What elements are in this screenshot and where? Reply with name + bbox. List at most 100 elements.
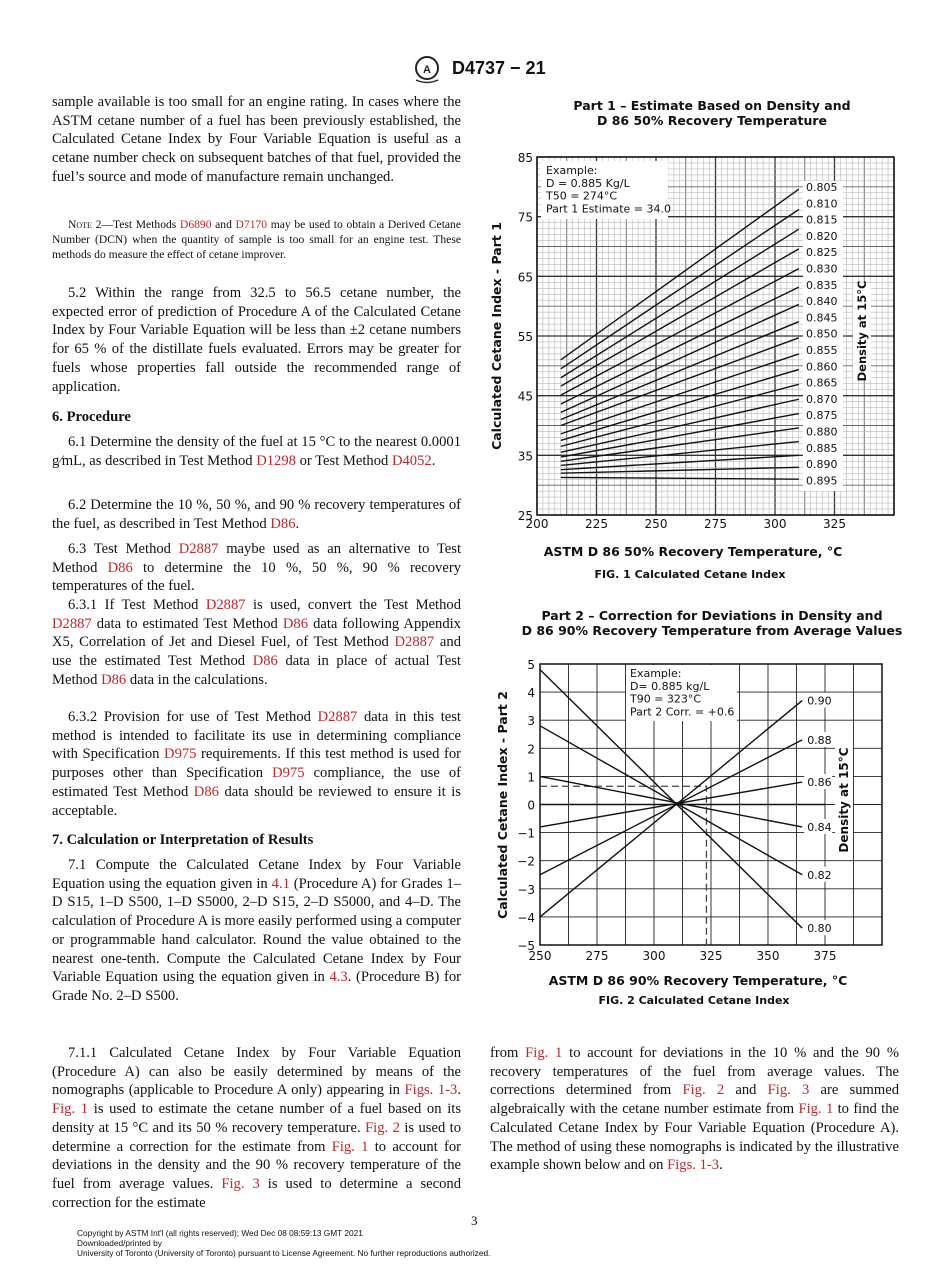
example-text: T90 = 323°C bbox=[629, 693, 701, 706]
text-run: and use the estimated Test Method bbox=[52, 634, 461, 670]
body-paragraph: 6.3 Test Method D2887 maybe used as an a… bbox=[52, 540, 461, 596]
text-run: . bbox=[719, 1157, 723, 1174]
reference-link[interactable]: D2887 bbox=[205, 597, 246, 613]
x-tick-label: 275 bbox=[704, 517, 727, 531]
x-axis-label: ASTM D 86 90% Recovery Temperature, °C bbox=[549, 973, 848, 988]
x-tick-label: 300 bbox=[764, 517, 787, 531]
series-label-bg bbox=[804, 731, 833, 747]
y-tick-label: −4 bbox=[517, 911, 535, 925]
text-run: . bbox=[431, 452, 436, 469]
y-tick-label: 1 bbox=[527, 770, 535, 784]
text-run: is used to estimate the cetane number of… bbox=[52, 1101, 461, 1136]
series-label-bg bbox=[804, 692, 833, 708]
reference-link[interactable]: D1298 bbox=[256, 452, 296, 469]
y-tick-label: 3 bbox=[527, 714, 535, 728]
body-paragraph: 6.3.1 If Test Method D2887 is used, conv… bbox=[52, 596, 461, 690]
series-label-bg bbox=[804, 866, 833, 882]
reference-link[interactable]: D2887 bbox=[178, 541, 219, 557]
legend-title: Density at 15°C bbox=[837, 747, 851, 852]
example-box bbox=[626, 665, 737, 721]
text-run: data following Appendix X5, Correlation … bbox=[52, 615, 461, 651]
reference-link[interactable]: D975 bbox=[164, 746, 197, 763]
series-label: 0.855 bbox=[806, 344, 838, 357]
text-run: requirements. If this test method is use… bbox=[52, 746, 461, 782]
density-line-0.830 bbox=[560, 286, 800, 405]
example-dashed-path bbox=[540, 785, 708, 945]
chart-title: Part 2 – Correction for Deviations in De… bbox=[541, 608, 882, 623]
body-paragraph: 7.1 Compute the Calculated Cetane Index … bbox=[52, 856, 461, 1006]
reference-link[interactable]: Fig. 1 bbox=[798, 1101, 834, 1118]
svg-text:A: A bbox=[423, 64, 431, 76]
example-text: Part 1 Estimate = 34.0 bbox=[546, 202, 671, 215]
body-paragraph: 7.1.1 Calculated Cetane Index by Four Va… bbox=[52, 1044, 461, 1212]
example-text: Example: bbox=[546, 164, 597, 177]
x-tick-label: 250 bbox=[529, 949, 552, 963]
text-run: to account for deviations in the 10 % an… bbox=[490, 1045, 900, 1099]
series-label: 0.845 bbox=[806, 311, 838, 324]
reference-link[interactable]: Figs. 1-3 bbox=[667, 1157, 720, 1174]
y-tick-label: 2 bbox=[527, 742, 535, 756]
density-line-0.895 bbox=[560, 476, 799, 480]
density-line-0.815 bbox=[560, 228, 800, 379]
reference-link[interactable]: Fig. 3 bbox=[767, 1082, 810, 1099]
page-number: 3 bbox=[471, 1213, 478, 1228]
reference-link[interactable]: D86 bbox=[193, 783, 219, 800]
reference-link[interactable]: Figs. 1-3 bbox=[404, 1082, 458, 1099]
reference-link[interactable]: D2887 bbox=[317, 709, 358, 725]
density-line-0.845 bbox=[560, 337, 800, 427]
reference-link[interactable]: D86 bbox=[270, 515, 296, 532]
series-label: 0.835 bbox=[806, 279, 838, 292]
series-label: 0.880 bbox=[806, 426, 838, 439]
text-run: 7.1.1 Calculated Cetane Index by Four Va… bbox=[52, 1045, 461, 1099]
legend-title: Density at 15°C bbox=[855, 281, 869, 382]
series-label: 0.825 bbox=[806, 246, 838, 259]
text-run: or Test Method bbox=[295, 452, 392, 469]
text-run: 6. Procedure bbox=[52, 409, 131, 425]
reference-link[interactable]: D86 bbox=[252, 653, 278, 670]
text-run: data in this test method is intended to … bbox=[52, 709, 461, 763]
reference-link[interactable]: D975 bbox=[272, 765, 305, 782]
text-run: . bbox=[295, 515, 300, 532]
reference-link[interactable]: D2887 bbox=[52, 615, 92, 632]
series-label: 0.850 bbox=[806, 328, 838, 341]
series-label: 0.810 bbox=[806, 197, 838, 210]
reference-link[interactable]: Fig. 1 bbox=[52, 1101, 89, 1118]
reference-link[interactable]: 4.1 bbox=[271, 875, 290, 892]
x-tick-label: 325 bbox=[700, 949, 723, 963]
figure-caption: FIG. 1 Calculated Cetane Index bbox=[594, 568, 785, 581]
x-tick-label: 325 bbox=[823, 517, 846, 531]
text-run: 5.2 Within the range from 32.5 to 56.5 c… bbox=[52, 285, 461, 395]
y-tick-label: 85 bbox=[518, 151, 533, 165]
reference-link[interactable]: D86 bbox=[101, 671, 127, 688]
text-run: 6.3 Test Method bbox=[68, 541, 179, 557]
y-tick-label: 55 bbox=[518, 330, 533, 344]
reference-link[interactable]: D86 bbox=[107, 559, 133, 576]
density-line-0.865 bbox=[560, 398, 799, 454]
density-line-0.885 bbox=[560, 454, 799, 471]
reference-link[interactable]: D4052 bbox=[391, 452, 432, 469]
series-label: 0.895 bbox=[806, 474, 838, 487]
reference-link[interactable]: D6890 bbox=[179, 218, 212, 231]
reference-link[interactable]: Fig. 3 bbox=[221, 1175, 260, 1192]
reference-link[interactable]: D7170 bbox=[235, 218, 268, 231]
series-label: 0.890 bbox=[806, 458, 838, 471]
series-label: 0.860 bbox=[806, 360, 838, 373]
legend-title-box bbox=[853, 283, 871, 379]
example-text: T50 = 274°C bbox=[545, 190, 617, 203]
reference-link[interactable]: D86 bbox=[282, 615, 309, 632]
density-line-0.875 bbox=[560, 427, 799, 462]
reference-link[interactable]: Fig. 2 bbox=[682, 1082, 725, 1099]
reference-link[interactable]: Fig. 1 bbox=[331, 1138, 369, 1155]
example-text: D = 0.885 Kg/L bbox=[546, 177, 631, 190]
density-line-0.805 bbox=[560, 188, 800, 361]
footer-license: University of Toronto (University of Tor… bbox=[77, 1248, 491, 1258]
reference-link[interactable]: Fig. 2 bbox=[365, 1119, 400, 1136]
reference-link[interactable]: D2887 bbox=[394, 634, 435, 651]
series-label: 0.865 bbox=[806, 377, 838, 390]
reference-link[interactable]: 4.3 bbox=[329, 969, 348, 986]
reference-link[interactable]: Fig. 1 bbox=[525, 1045, 563, 1061]
y-tick-label: 0 bbox=[527, 799, 535, 813]
text-run: are summed algebraically with the cetane… bbox=[490, 1082, 900, 1118]
density-line-0.820 bbox=[560, 248, 800, 387]
